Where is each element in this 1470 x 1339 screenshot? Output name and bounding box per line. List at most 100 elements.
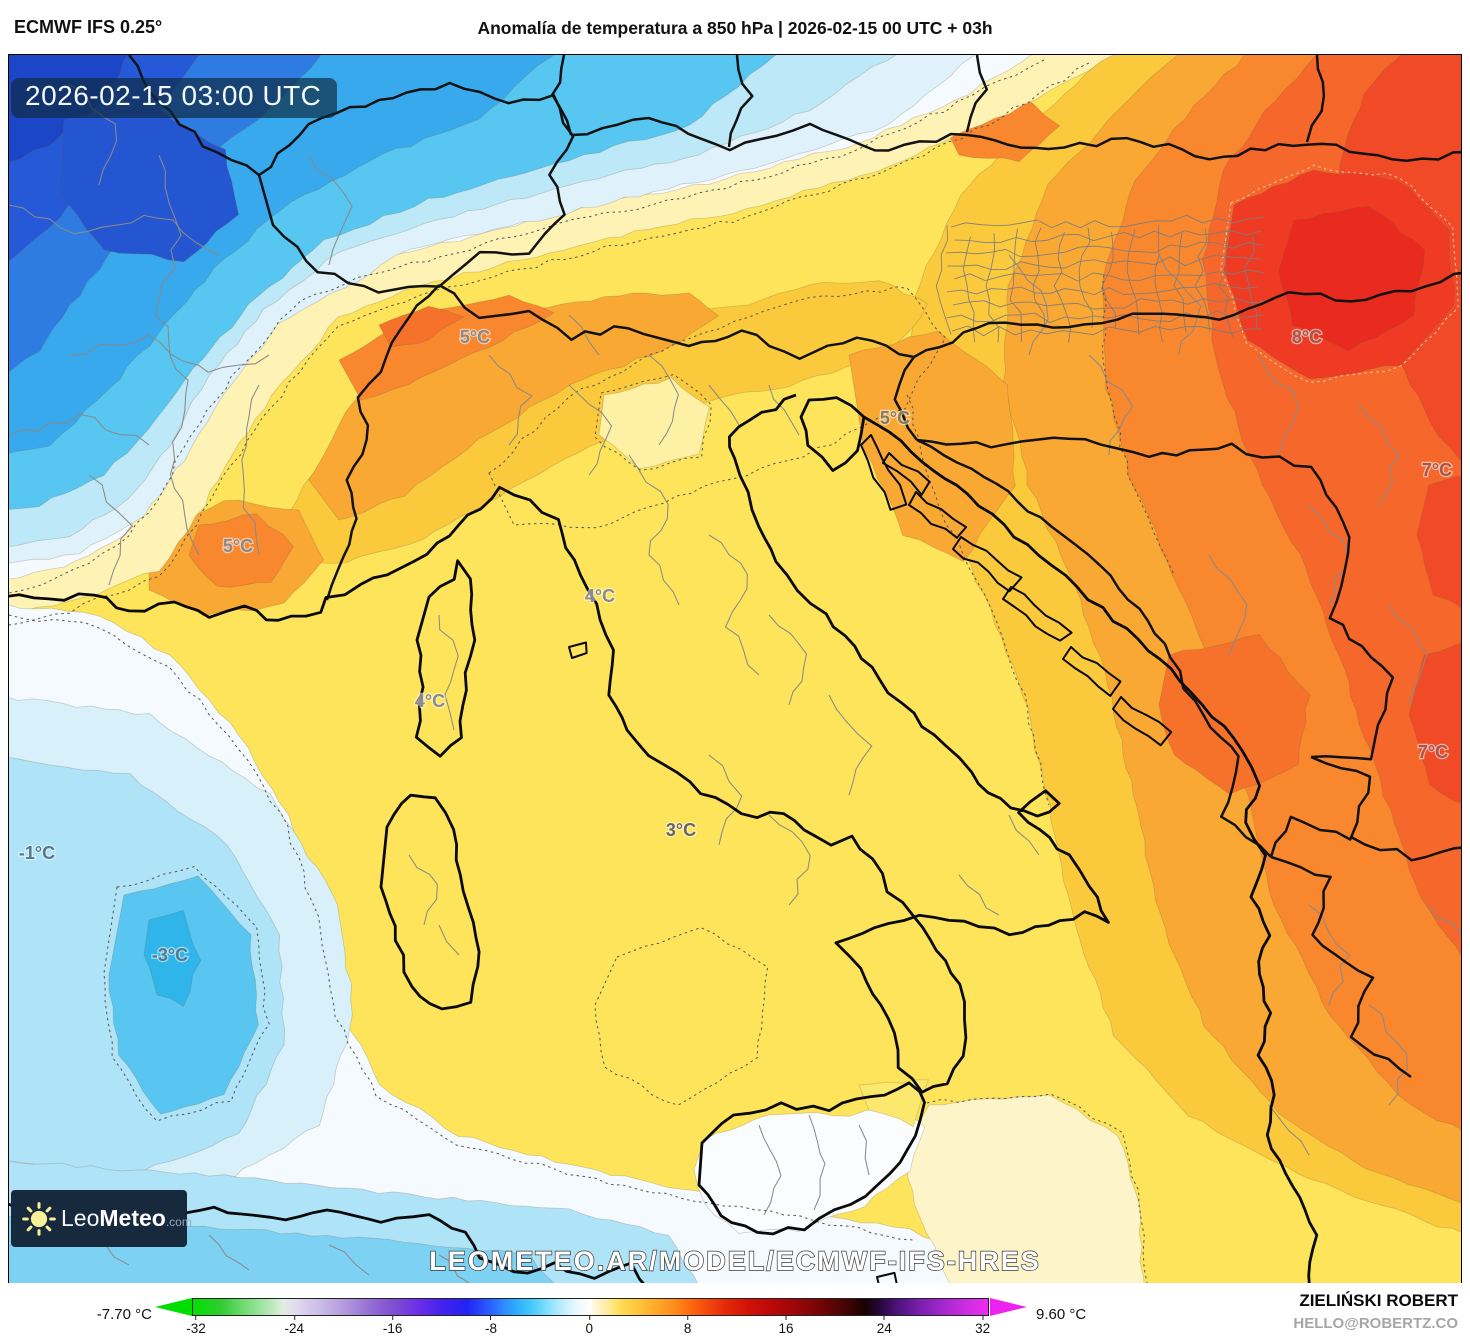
logo-prefix: Leo [61,1205,100,1231]
admin-border [758,1124,782,1216]
admin-border [708,754,743,846]
coastline [860,434,908,511]
logo-tld: .com [165,1215,192,1229]
coastline [799,396,866,472]
colorbar-ticks: -32 -24 -16 -8 0 8 16 24 32 [186,1316,990,1338]
temp-label: 7°C [1418,742,1448,762]
admin-border [208,1234,250,1271]
temp-label: -3°C [152,945,188,965]
admin-border [1308,904,1351,1006]
admin-border [1258,354,1299,456]
header-bar: ECMWF IFS 0.25° Anomalía de temperatura … [0,0,1470,55]
admin-border [1218,227,1234,338]
colorbar-tick: -32 [186,1316,206,1336]
country-border [1270,855,1412,1079]
admin-border [1126,229,1140,335]
admin-border [1008,254,1049,356]
credit-email: HELLO@ROBERTZ.CO [1293,1315,1458,1332]
admin-border [946,241,1264,258]
contour-fill [903,1094,1145,1283]
admin-border [1368,1004,1408,1106]
country-border [325,284,440,601]
admin-border [568,314,600,356]
country-border [893,356,918,441]
sun-icon [22,1201,56,1236]
admin-border [1158,254,1202,356]
admin-border [1078,227,1094,328]
colorbar-tick: -24 [285,1316,304,1336]
contour-line [594,373,712,471]
contour-fill [188,513,294,588]
admin-border [768,384,800,436]
colorbar-right-arrow [990,1298,1027,1316]
temperature-label-layer: 5°C 5°C 4°C 4°C 3°C -1°C -3°C 5°C 8°C 7°C 7°C LEOME… [18,326,1454,1277]
country-border [727,55,754,148]
footer-bar: -7.70 °C -32 -24 -16 -8 0 8 16 24 32 9.60 °C ZIE… [0,1283,1470,1339]
temp-label: 4°C [415,691,445,711]
country-border [916,438,1272,858]
admin-border [1053,232,1072,343]
contour-line [926,1093,1148,1283]
weather-map: 5°C 5°C 4°C 4°C 3°C -1°C -3°C 5°C 8°C 7°C 7°C LEOME… [8,54,1462,1284]
coastline [9,393,1110,1094]
coastline [414,559,477,758]
country-border [1350,835,1461,862]
timestamp-badge: 2026-02-15 03:00 UTC [11,78,338,118]
admin-border [68,334,270,373]
colorbar-left-arrow [155,1298,192,1316]
contour-line [9,614,915,1241]
admin-border [628,454,680,606]
contour-fill [1278,206,1426,352]
admin-border [708,534,760,676]
country-border-layer [9,55,1461,1283]
contour-fill [693,1105,926,1234]
admin-border [1101,231,1116,329]
country-border [965,55,989,133]
model-label: ECMWF IFS 0.25° [14,17,163,37]
coastline [876,1271,898,1283]
contour-fill [598,377,710,470]
country-border [438,283,915,360]
contour-fill-layer [9,55,1461,1283]
admin-border [1154,225,1163,343]
contour-fill [378,305,465,348]
admin-border [9,204,220,256]
temp-label: -1°C [19,843,55,863]
country-border [570,116,1461,163]
admin-border [828,694,873,796]
admin-border [1194,228,1210,332]
coastline [882,452,931,496]
admin-border [1268,1104,1310,1156]
admin-border [952,325,1262,337]
coastline [697,1081,926,1236]
colorbar-min-label: -7.70 °C [96,1306,152,1323]
temp-label: 4°C [585,586,615,606]
temp-label: 5°C [223,536,253,556]
admin-border [568,384,613,476]
country-border [1269,755,1372,858]
country-border [551,55,573,136]
country-border [913,271,1461,359]
admin-border [946,282,1258,296]
admin-border [328,1244,370,1276]
admin-border [708,384,740,426]
coastline [952,536,1023,593]
admin-border [88,474,134,586]
country-border [257,81,575,294]
admin-border [808,1114,826,1211]
temp-label: 7°C [1422,460,1452,480]
coastline [1002,586,1073,642]
admin-border [241,384,260,556]
admin-border [1244,235,1257,328]
coastline [908,491,968,539]
admin-border [1358,404,1402,506]
admin-border [1009,228,1022,342]
coastline [1112,696,1173,747]
admin-border [768,814,811,906]
admin-border [946,310,1264,323]
admin-border [1173,232,1187,333]
admin-border [958,874,1000,916]
admin-border [1088,354,1134,456]
admin-border [962,236,975,343]
contour-fill [858,1079,930,1128]
